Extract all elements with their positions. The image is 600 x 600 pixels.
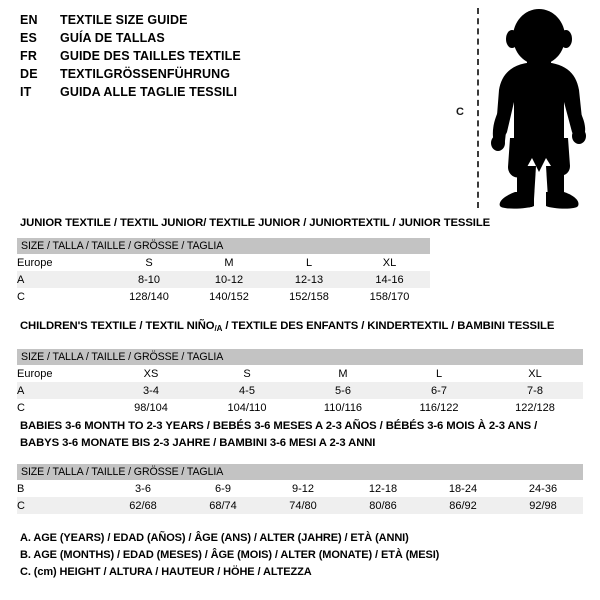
- junior-size-table: SIZE / TALLA / TAILLE / GRÖSSE / TAGLIA …: [17, 238, 430, 305]
- cell-value: 14-16: [349, 271, 430, 288]
- language-code: ES: [20, 31, 38, 45]
- size-band-label: SIZE / TALLA / TAILLE / GRÖSSE / TAGLIA: [17, 238, 430, 254]
- language-code: FR: [20, 49, 38, 63]
- toddler-silhouette-icon: [491, 9, 586, 209]
- dashed-height-line-icon: [477, 8, 479, 208]
- cell-value: 128/140: [109, 288, 189, 305]
- language-code: EN: [20, 13, 38, 27]
- language-row: ES GUÍA DE TALLAS: [20, 31, 420, 49]
- cell-value: 152/158: [269, 288, 349, 305]
- language-row: EN TEXTILE SIZE GUIDE: [20, 13, 420, 31]
- children-section-title: CHILDREN'S TEXTILE / TEXTIL NIÑO/A / TEX…: [20, 320, 554, 333]
- table-row: B 3-6 6-9 9-12 12-18 18-24 24-36: [17, 480, 583, 497]
- cell-value: 110/116: [295, 399, 391, 416]
- cell-value: 68/74: [183, 497, 263, 514]
- legend-row-c: C. (cm) HEIGHT / ALTURA / HAUTEUR / HÖHE…: [20, 566, 312, 578]
- cell-value: 92/98: [503, 497, 583, 514]
- language-header-block: EN TEXTILE SIZE GUIDE ES GUÍA DE TALLAS …: [20, 13, 420, 103]
- cell-value: L: [269, 254, 349, 271]
- language-row: IT GUIDA ALLE TAGLIE TESSILI: [20, 85, 420, 103]
- language-title: GUÍA DE TALLAS: [60, 31, 165, 45]
- measure-label-c: C: [456, 106, 464, 118]
- cell-value: 62/68: [103, 497, 183, 514]
- children-size-table: SIZE / TALLA / TAILLE / GRÖSSE / TAGLIA …: [17, 349, 584, 416]
- row-label: A: [17, 382, 103, 399]
- cell-value: 80/86: [343, 497, 423, 514]
- cell-value: 104/110: [199, 399, 295, 416]
- row-label: C: [17, 497, 103, 514]
- row-label: A: [17, 271, 109, 288]
- cell-value: 3-6: [103, 480, 183, 497]
- cell-value: 5-6: [295, 382, 391, 399]
- language-title: GUIDA ALLE TAGLIE TESSILI: [60, 85, 238, 99]
- legend-row-a: A. AGE (YEARS) / EDAD (AÑOS) / ÂGE (ANS)…: [20, 532, 409, 544]
- row-label: C: [17, 399, 103, 416]
- babies-size-table: SIZE / TALLA / TAILLE / GRÖSSE / TAGLIA …: [17, 464, 583, 514]
- cell-value: 10-12: [189, 271, 269, 288]
- cell-value: S: [199, 365, 295, 382]
- cell-value: 98/104: [103, 399, 199, 416]
- cell-value: 86/92: [423, 497, 503, 514]
- table-row: Europe XS S M L XL: [17, 365, 584, 382]
- cell-value: 12-18: [343, 480, 423, 497]
- babies-section-title-line1: BABIES 3-6 MONTH TO 2-3 YEARS / BEBÉS 3-…: [20, 420, 538, 432]
- table-row: C 128/140 140/152 152/158 158/170: [17, 288, 430, 305]
- cell-value: 74/80: [263, 497, 343, 514]
- row-label: Europe: [17, 254, 109, 271]
- table-row: A 8-10 10-12 12-13 14-16: [17, 271, 430, 288]
- children-title-pre: CHILDREN'S TEXTILE / TEXTIL NIÑO: [20, 320, 215, 332]
- language-row: DE TEXTILGRÖSSENFÜHRUNG: [20, 67, 420, 85]
- language-code: IT: [20, 85, 32, 99]
- row-label: Europe: [17, 365, 103, 382]
- table-row: C 98/104 104/110 110/116 116/122 122/128: [17, 399, 584, 416]
- table-band-row: SIZE / TALLA / TAILLE / GRÖSSE / TAGLIA: [17, 464, 583, 480]
- children-title-subscript: /A: [214, 324, 223, 333]
- junior-section-title: JUNIOR TEXTILE / TEXTIL JUNIOR/ TEXTILE …: [20, 217, 491, 229]
- legend-row-b: B. AGE (MONTHS) / EDAD (MESES) / ÂGE (MO…: [20, 549, 440, 561]
- table-row: C 62/68 68/74 74/80 80/86 86/92 92/98: [17, 497, 583, 514]
- babies-section-title-line2: BABYS 3-6 MONATE BIS 2-3 JAHRE / BAMBINI…: [20, 437, 376, 449]
- language-code: DE: [20, 67, 38, 81]
- size-band-label: SIZE / TALLA / TAILLE / GRÖSSE / TAGLIA: [17, 464, 583, 480]
- cell-value: 18-24: [423, 480, 503, 497]
- language-row: FR GUIDE DES TAILLES TEXTILE: [20, 49, 420, 67]
- table-band-row: SIZE / TALLA / TAILLE / GRÖSSE / TAGLIA: [17, 349, 584, 365]
- cell-value: 140/152: [189, 288, 269, 305]
- cell-value: 6-7: [391, 382, 487, 399]
- cell-value: 116/122: [391, 399, 487, 416]
- cell-value: M: [295, 365, 391, 382]
- language-title: TEXTILE SIZE GUIDE: [60, 13, 188, 27]
- cell-value: 8-10: [109, 271, 189, 288]
- legend-block: A. AGE (YEARS) / EDAD (AÑOS) / ÂGE (ANS)…: [20, 532, 439, 583]
- size-band-label: SIZE / TALLA / TAILLE / GRÖSSE / TAGLIA: [17, 349, 584, 365]
- cell-value: 158/170: [349, 288, 430, 305]
- table-band-row: SIZE / TALLA / TAILLE / GRÖSSE / TAGLIA: [17, 238, 430, 254]
- cell-value: S: [109, 254, 189, 271]
- table-row: Europe S M L XL: [17, 254, 430, 271]
- cell-value: 7-8: [487, 382, 584, 399]
- row-label: B: [17, 480, 103, 497]
- cell-value: 122/128: [487, 399, 584, 416]
- children-title-post: / TEXTILE DES ENFANTS / KINDERTEXTIL / B…: [222, 320, 555, 332]
- cell-value: M: [189, 254, 269, 271]
- language-title: TEXTILGRÖSSENFÜHRUNG: [60, 67, 231, 81]
- cell-value: XL: [349, 254, 430, 271]
- cell-value: 12-13: [269, 271, 349, 288]
- height-illustration: C: [440, 0, 600, 215]
- table-row: A 3-4 4-5 5-6 6-7 7-8: [17, 382, 584, 399]
- cell-value: 6-9: [183, 480, 263, 497]
- cell-value: 3-4: [103, 382, 199, 399]
- language-title: GUIDE DES TAILLES TEXTILE: [60, 49, 241, 63]
- cell-value: XL: [487, 365, 584, 382]
- cell-value: XS: [103, 365, 199, 382]
- cell-value: 9-12: [263, 480, 343, 497]
- cell-value: L: [391, 365, 487, 382]
- cell-value: 4-5: [199, 382, 295, 399]
- row-label: C: [17, 288, 109, 305]
- cell-value: 24-36: [503, 480, 583, 497]
